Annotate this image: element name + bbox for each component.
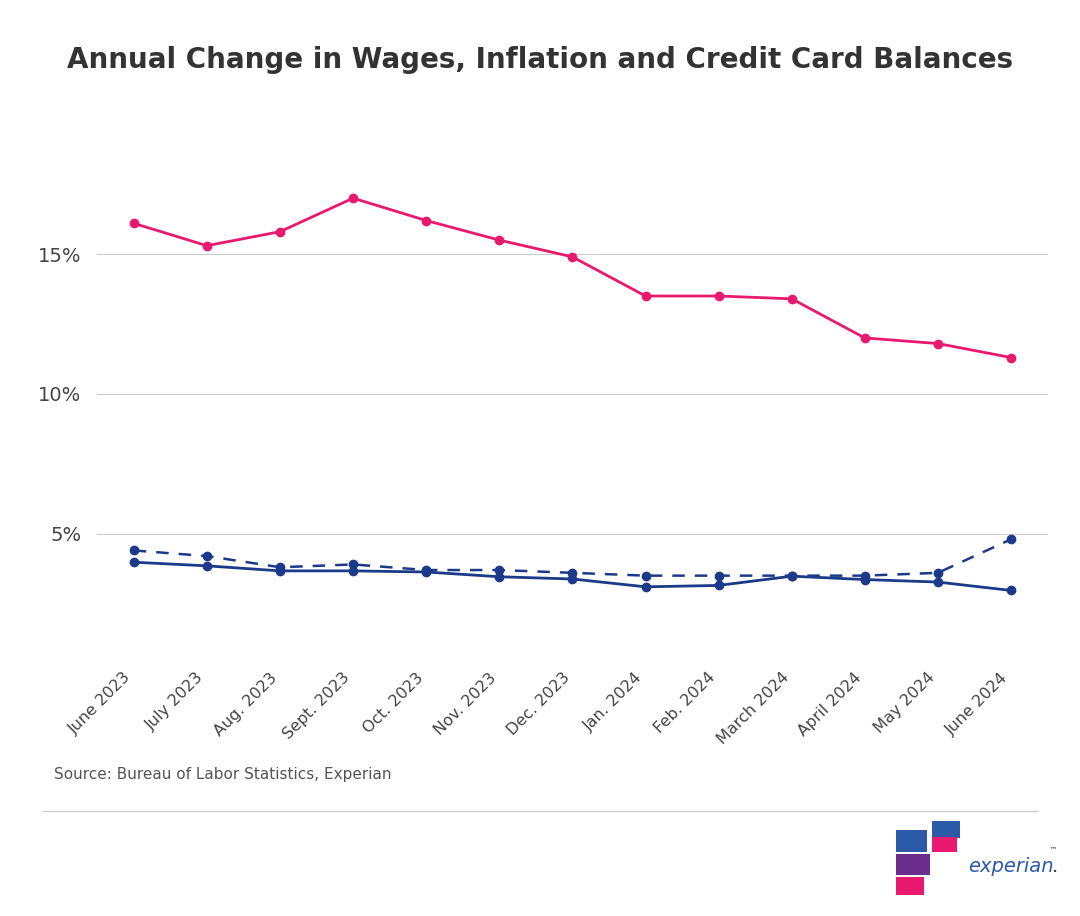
Text: experian: experian [969, 856, 1054, 876]
Bar [896, 854, 930, 875]
Text: .: . [1052, 856, 1057, 876]
Text: Annual Change in Wages, Inflation and Credit Card Balances: Annual Change in Wages, Inflation and Cr… [67, 46, 1013, 73]
Bar [932, 821, 960, 838]
Bar [932, 837, 957, 852]
Text: Source: Bureau of Labor Statistics, Experian: Source: Bureau of Labor Statistics, Expe… [54, 767, 391, 781]
Bar [896, 878, 924, 895]
Text: ™: ™ [1049, 845, 1057, 855]
Bar [896, 830, 927, 852]
